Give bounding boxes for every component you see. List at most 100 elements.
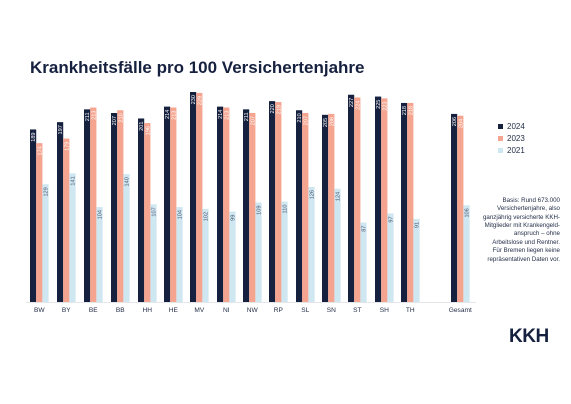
footnote: Basis: Rund 673.000 Versichertenjahre, a… (482, 197, 560, 263)
data-label-MV-2023: 229 (197, 96, 203, 105)
x-tick-label-BY: BY (62, 307, 71, 314)
x-tick-label-Gesamt: Gesamt (449, 307, 472, 314)
bar-BW-2023 (36, 143, 43, 302)
bar-BE-2024 (84, 109, 91, 302)
data-label-TH-2023: 218 (408, 106, 414, 115)
legend-item-2023: 2023 (498, 134, 525, 143)
bar-HE-2023 (170, 107, 177, 303)
bar-MV-2021 (202, 208, 209, 302)
bar-BY-2024 (57, 122, 64, 302)
data-label-HH-2021: 107 (152, 207, 158, 216)
bar-TH-2021 (413, 218, 420, 302)
bar-HH-2021 (150, 204, 157, 302)
x-tick-label-SL: SL (301, 307, 309, 314)
bar-Gesamt-2023 (457, 115, 464, 302)
legend-label-2023: 2023 (507, 134, 525, 143)
bar-ST-2024 (348, 94, 355, 302)
legend-item-2024: 2024 (498, 122, 525, 131)
bar-SN-2023 (328, 113, 335, 302)
bar-RP-2023 (275, 102, 282, 302)
data-label-ST-2023: 224 (355, 100, 361, 109)
data-label-NI-2023: 213 (224, 111, 230, 120)
bar-MV-2024 (190, 92, 197, 302)
bar-ST-2021 (360, 222, 367, 302)
legend-label-2021: 2021 (507, 146, 525, 155)
data-label-SL-2023: 207 (303, 116, 309, 125)
data-label-BB-2023: 210 (118, 113, 124, 122)
legend-swatch-2024 (498, 124, 503, 130)
data-label-RP-2024: 220 (270, 104, 276, 113)
bar-SH-2024 (375, 96, 382, 302)
bar-ST-2023 (354, 97, 361, 302)
x-tick-label-SH: SH (380, 307, 389, 314)
x-tick-label-BB: BB (116, 307, 125, 314)
x-tick-label-NI: NI (223, 307, 230, 314)
bar-Gesamt-2021 (463, 205, 470, 302)
x-tick-label-ST: ST (353, 307, 361, 314)
data-label-TH-2021: 91 (415, 222, 421, 228)
x-tick-label-HE: HE (169, 307, 179, 314)
bar-BB-2021 (123, 174, 130, 302)
bar-SH-2021 (387, 213, 394, 302)
bar-BY-2021 (69, 173, 76, 302)
data-label-BB-2024: 207 (112, 116, 118, 125)
data-label-MV-2024: 230 (191, 95, 197, 104)
data-label-BW-2021: 129 (44, 187, 50, 196)
data-label-BE-2024: 211 (85, 112, 91, 121)
x-tick-label-HH: HH (143, 307, 153, 314)
bar-HH-2023 (144, 123, 151, 302)
kkh-logo: KKH (509, 326, 549, 347)
bar-RP-2021 (281, 201, 288, 302)
x-tick-label-SN: SN (327, 307, 336, 314)
bar-SN-2024 (322, 114, 329, 303)
data-label-NW-2024: 211 (244, 112, 250, 121)
bar-SN-2021 (334, 188, 341, 302)
legend-label-2024: 2024 (507, 122, 525, 131)
legend-item-2021: 2021 (498, 146, 525, 155)
x-tick-label-BE: BE (89, 307, 98, 314)
bar-SL-2023 (302, 113, 309, 302)
bar-NW-2021 (255, 202, 262, 302)
data-label-BE-2023: 213 (91, 111, 97, 120)
data-label-BY-2021: 141 (71, 176, 77, 185)
bar-BY-2023 (63, 138, 70, 302)
data-label-BB-2021: 140 (125, 177, 131, 186)
x-tick-label-NW: NW (247, 307, 259, 314)
data-label-NI-2021: 99 (231, 215, 237, 221)
bar-NW-2024 (243, 109, 250, 302)
x-tick-label-BW: BW (34, 307, 45, 314)
bar-NI-2023 (223, 107, 230, 303)
data-label-NW-2023: 207 (250, 116, 256, 125)
data-label-TH-2024: 218 (402, 106, 408, 115)
data-label-SN-2024: 205 (323, 118, 329, 127)
data-label-Gesamt-2023: 204 (458, 119, 464, 128)
bar-SH-2023 (381, 98, 388, 303)
bar-SL-2021 (308, 186, 315, 302)
bar-BE-2021 (96, 207, 103, 302)
bar-TH-2023 (407, 102, 414, 303)
bar-HH-2024 (138, 118, 145, 302)
legend-swatch-2021 (498, 148, 503, 154)
bar-BB-2024 (111, 113, 118, 302)
bar-SL-2024 (296, 110, 303, 303)
data-label-SL-2024: 210 (297, 113, 303, 122)
x-tick-label-MV: MV (194, 307, 204, 314)
data-label-SL-2021: 126 (310, 190, 316, 199)
bar-BB-2023 (117, 110, 124, 303)
data-label-BY-2024: 197 (58, 125, 64, 134)
legend-swatch-2023 (498, 136, 503, 142)
data-label-NW-2021: 109 (257, 205, 263, 214)
x-tick-label-RP: RP (274, 307, 284, 314)
data-label-SH-2021: 97 (389, 216, 395, 222)
data-label-SH-2023: 223 (382, 101, 388, 110)
data-label-BE-2021: 104 (98, 210, 104, 219)
data-label-ST-2021: 87 (362, 226, 368, 232)
bar-Gesamt-2024 (451, 113, 458, 302)
data-label-SH-2024: 225 (376, 100, 382, 109)
data-label-RP-2023: 219 (276, 105, 282, 114)
bar-RP-2024 (269, 101, 276, 302)
data-label-NI-2024: 214 (218, 110, 224, 119)
x-tick-label-TH: TH (406, 307, 415, 314)
bar-MV-2023 (196, 92, 203, 302)
